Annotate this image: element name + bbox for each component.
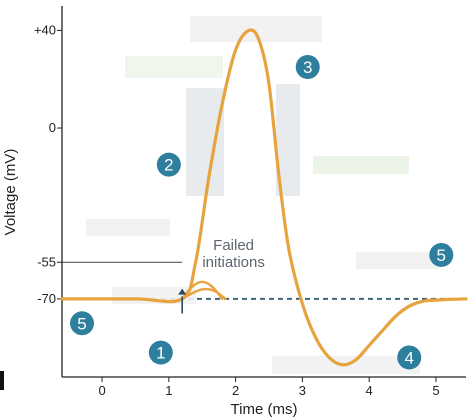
step-marker-label: 1 xyxy=(156,344,165,363)
label-placeholder xyxy=(313,156,409,174)
page-edge-mark xyxy=(0,371,4,390)
x-tick-label: 2 xyxy=(232,383,239,398)
label-placeholder xyxy=(186,88,224,196)
x-tick-label: 5 xyxy=(432,383,439,398)
step-marker-label: 3 xyxy=(303,58,312,77)
step-marker-circle xyxy=(148,340,173,365)
y-tick-label: 0 xyxy=(49,120,56,135)
x-tick-label: 0 xyxy=(98,383,105,398)
data-series xyxy=(60,28,468,367)
step-marker-circle xyxy=(397,345,422,370)
step-marker-circle xyxy=(429,242,454,267)
step-marker-circle xyxy=(156,152,181,177)
label-placeholder xyxy=(86,219,170,236)
x-tick-label: 4 xyxy=(366,383,373,398)
label-placeholder xyxy=(125,56,223,78)
x-axis-title: Time (ms) xyxy=(231,401,298,418)
stimulus-arrow xyxy=(178,288,187,314)
y-ticks: +40 0 -55 -70 xyxy=(34,22,62,306)
x-ticks: 0 1 2 3 4 5 xyxy=(98,377,440,398)
failed-initiation-curve xyxy=(181,287,227,301)
y-tick-label: +40 xyxy=(34,22,56,37)
step-marker-label: 5 xyxy=(437,246,446,265)
annotation-label: initiations xyxy=(202,254,265,271)
step-markers: 1 2 3 4 5 5 xyxy=(70,55,454,370)
label-placeholder xyxy=(190,16,322,42)
step-marker-circle xyxy=(70,311,95,336)
step-marker-label: 5 xyxy=(77,314,86,333)
y-axis-title: Voltage (mV) xyxy=(2,149,19,236)
label-placeholder xyxy=(356,252,440,269)
step-marker-circle xyxy=(295,55,320,80)
x-tick-label: 1 xyxy=(165,383,172,398)
step-marker-label: 4 xyxy=(405,348,414,367)
annotation-label: Failed xyxy=(213,237,254,254)
failed-initiation-curve xyxy=(181,280,224,301)
x-tick-label: 3 xyxy=(299,383,306,398)
y-tick-label: -55 xyxy=(37,254,56,269)
step-marker-label: 2 xyxy=(164,156,173,175)
y-tick-label: -70 xyxy=(37,291,56,306)
stimulus-arrow-head xyxy=(178,288,187,295)
action-potential-curve xyxy=(60,28,468,367)
label-placeholders xyxy=(86,16,440,374)
